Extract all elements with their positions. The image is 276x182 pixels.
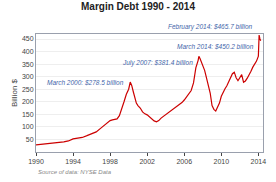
svg-text:150: 150: [22, 111, 34, 118]
svg-text:450: 450: [22, 35, 34, 42]
svg-text:1994: 1994: [65, 158, 81, 165]
svg-text:1990: 1990: [28, 158, 44, 165]
svg-text:250: 250: [22, 86, 34, 93]
svg-text:2006: 2006: [176, 158, 192, 165]
svg-text:February 2014: $465.7 billion: February 2014: $465.7 billion: [168, 23, 253, 31]
svg-text:March 2000: $278.5 billion: March 2000: $278.5 billion: [47, 79, 124, 86]
svg-text:2002: 2002: [139, 158, 155, 165]
svg-text:400: 400: [22, 48, 34, 55]
svg-text:2014: 2014: [251, 158, 267, 165]
svg-text:50: 50: [26, 136, 34, 143]
svg-text:300: 300: [22, 73, 34, 80]
svg-text:March 2014: $450.2 billion: March 2014: $450.2 billion: [177, 43, 254, 50]
svg-text:July 2007: $381.4 billion: July 2007: $381.4 billion: [122, 59, 193, 67]
svg-text:Billion $: Billion $: [10, 78, 19, 107]
svg-text:Margin Debt 1990 - 2014: Margin Debt 1990 - 2014: [81, 1, 195, 12]
svg-text:200: 200: [22, 98, 34, 105]
svg-text:100: 100: [22, 123, 34, 130]
svg-text:350: 350: [22, 61, 34, 68]
svg-text:2010: 2010: [214, 158, 230, 165]
svg-text:1998: 1998: [102, 158, 118, 165]
svg-text:Source of data: NYSE Data: Source of data: NYSE Data: [38, 169, 112, 175]
